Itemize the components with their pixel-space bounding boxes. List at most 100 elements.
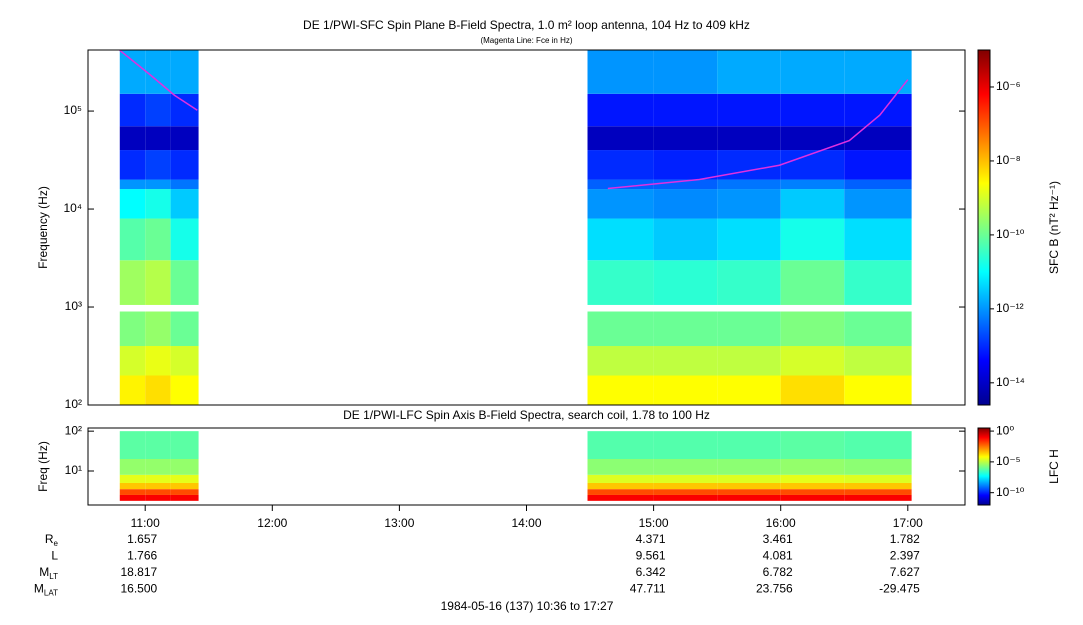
y-tick-label: 10² [65,397,82,411]
heatmap-cell [653,50,718,94]
heatmap-cell [145,482,171,490]
heatmap-cell [119,458,146,475]
heatmap-cell [717,93,781,127]
heatmap-cell [780,311,845,347]
colorbar-label: LFC H [1047,449,1061,484]
ephemeris-label-main: L [51,549,58,563]
heatmap-cell [653,126,718,151]
colorbar-label: SFC B (nT² Hz⁻¹) [1047,181,1061,274]
heatmap-cell [780,346,845,376]
x-tick-label: 12:00 [257,516,287,530]
heatmap-cell [844,489,912,495]
heatmap-cell [145,189,171,219]
ephemeris-label: MLAT [34,582,58,598]
heatmap-cell [587,126,654,151]
heatmap-cell [717,50,781,94]
x-tick-label: 15:00 [639,516,669,530]
ephemeris-value: 1.782 [890,532,920,546]
heatmap-cell [587,179,654,190]
ephemeris-value: 16.500 [120,582,157,596]
ephemeris-value: 6.342 [636,565,666,579]
fce-line [119,49,909,190]
heatmap-cell [587,260,654,305]
ephemeris-value: 3.461 [763,532,793,546]
heatmap-cell [587,218,654,261]
heatmap-cell [587,431,654,459]
heatmap-cell [844,375,912,405]
x-tick-label: 11:00 [131,516,160,530]
heatmap-cell [587,458,654,475]
ephemeris-value: 4.371 [636,532,666,546]
heatmap-cell [844,260,912,305]
heatmap-cell [780,474,845,483]
ephemeris-value: 47.711 [630,582,666,596]
panel-title: DE 1/PWI-SFC Spin Plane B-Field Spectra,… [303,18,750,32]
heatmap-cell [653,346,718,376]
heatmap-cell [653,494,718,501]
plot-frame [87,49,966,406]
heatmap-cell [170,50,199,94]
heatmap-cell [145,346,171,376]
footer: 1984-05-16 (137) 10:36 to 17:27 [441,599,614,613]
ephemeris-label-sub: e [54,539,59,548]
heatmap-cell [844,218,912,261]
ephemeris-label-main: M [39,565,49,579]
heatmap-cell [653,474,718,483]
heatmap-cell [170,482,199,490]
ephemeris-value: 18.817 [120,565,157,579]
heatmap-cell [717,189,781,219]
ephemeris-value: 2.397 [890,549,920,563]
heatmap-cell [170,260,199,305]
ephemeris-label-sub: LT [49,572,58,581]
heatmap-cell [717,126,781,151]
ephemeris-label-main: R [45,532,54,546]
heatmap-cell [717,482,781,490]
heatmap-cell [717,346,781,376]
heatmap-cell [170,346,199,376]
heatmap-cell [170,311,199,347]
heatmap-cell [844,189,912,219]
colorbar-tick-label: 10⁻¹⁰ [996,485,1025,499]
colorbar-tick-label: 10⁻⁶ [996,79,1021,93]
heatmap-cell [844,126,912,151]
heatmap-cell [780,50,845,94]
ephemeris-value: 1.766 [127,549,157,563]
heatmap-cell [145,50,171,94]
ephemeris-value: 7.627 [890,565,920,579]
heatmap-cell [717,218,781,261]
heatmap-cell [653,311,718,347]
ephemeris-value: 6.782 [763,565,793,579]
heatmap-cell [587,494,654,501]
colorbar-tick-label: 10⁻¹⁴ [996,375,1025,389]
heatmap-cell [653,189,718,219]
x-tick-label: 16:00 [766,516,796,530]
heatmap-cell [717,494,781,501]
heatmap-cell [170,126,199,151]
heatmap-cell [844,458,912,475]
y-tick-label: 10⁵ [64,103,82,117]
heatmap-cell [119,494,146,501]
heatmap-cell [145,458,171,475]
panel-subtitle: (Magenta Line: Fce in Hz) [480,36,572,45]
colorbar-tick-label: 10⁻⁸ [996,153,1021,167]
heatmap-cell [780,93,845,127]
heatmap-cell [653,431,718,459]
colorbar [977,49,991,406]
heatmap-cell [780,375,845,405]
colorbar-tick-label: 10⁰ [996,423,1014,437]
heatmap-cell [844,179,912,190]
heatmap-cell [119,489,146,495]
heatmap-cell [653,260,718,305]
heatmap-cell [780,189,845,219]
heatmap-cell [119,150,146,180]
heatmap-cell [145,494,171,501]
heatmap-cell [119,50,146,94]
heatmap-cell [119,260,146,305]
heatmap-cell [844,311,912,347]
panel-title: DE 1/PWI-LFC Spin Axis B-Field Spectra, … [343,408,710,422]
ephemeris-label: Re [45,532,59,548]
heatmap-cell [780,482,845,490]
heatmap-cell [717,311,781,347]
heatmap-cell [145,431,171,459]
